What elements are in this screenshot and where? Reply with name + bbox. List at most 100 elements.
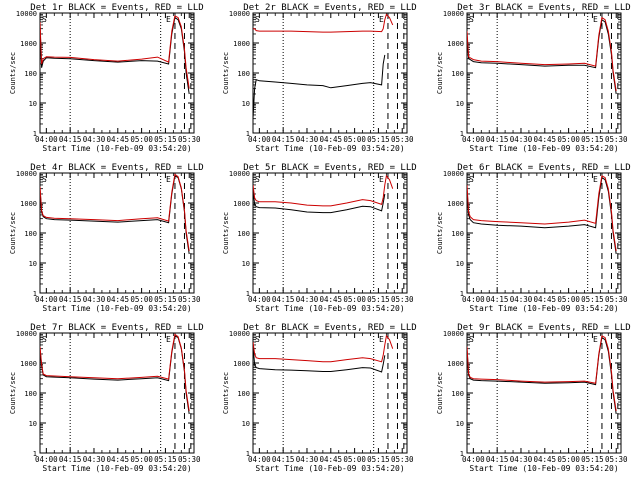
series-lld-line	[467, 16, 617, 92]
x-tick-label: 05:00	[130, 135, 153, 144]
corner-label-start: S	[255, 175, 260, 184]
series-lld-line	[40, 15, 190, 89]
y-tick-label: 100	[451, 390, 464, 398]
corner-label-end: E	[166, 175, 171, 184]
y-axis-label: Counts/sec	[9, 52, 17, 94]
x-tick-label: 04:30	[510, 135, 533, 144]
x-tick-label: 05:30	[391, 295, 414, 304]
corner-label-start: S	[42, 15, 47, 24]
x-tick-label: 04:15	[59, 455, 82, 464]
panel-det-8: Det 8r BLACK = Events, RED = LLD 1 10 100 10…	[222, 323, 417, 473]
chart-title: Det 8r BLACK = Events, RED = LLD	[243, 323, 416, 333]
y-tick-label: 10000	[229, 10, 250, 18]
series-lld-line	[253, 334, 394, 363]
x-tick-label: 04:15	[272, 455, 295, 464]
series-lld-line	[253, 174, 394, 207]
plot-frame	[39, 12, 195, 134]
corner-label-start: S	[42, 175, 47, 184]
x-tick-label: 05:00	[557, 455, 580, 464]
corner-label-start: S	[469, 335, 474, 344]
x-axis-label: Start Time (10-Feb-09 03:54:20)	[255, 304, 404, 313]
x-tick-label: 05:00	[557, 135, 580, 144]
x-tick-label: 04:30	[83, 135, 106, 144]
x-tick-label: 04:45	[534, 295, 557, 304]
x-axis-label: Start Time (10-Feb-09 03:54:20)	[42, 144, 191, 153]
y-tick-label: 1	[33, 450, 37, 458]
x-tick-label: 04:00	[248, 295, 271, 304]
y-tick-label: 1000	[233, 200, 250, 208]
chart-title: Det 2r BLACK = Events, RED = LLD	[243, 3, 416, 13]
panel-det-4: Det 4r BLACK = Events, RED = LLD 1 10 100 10…	[9, 163, 204, 313]
y-tick-label: 1000	[447, 40, 464, 48]
x-tick-label: 04:15	[486, 135, 509, 144]
x-axis-label: Start Time (10-Feb-09 03:54:20)	[469, 304, 618, 313]
corner-label-end: E	[593, 175, 598, 184]
x-tick-label: 04:00	[462, 135, 485, 144]
series-events-line	[40, 335, 190, 415]
x-tick-label: 04:00	[35, 135, 58, 144]
x-tick-label: 04:45	[107, 455, 130, 464]
y-tick-label: 1	[246, 450, 250, 458]
y-tick-label: 10	[456, 100, 464, 108]
series-events-line	[253, 188, 386, 214]
x-tick-label: 04:45	[107, 135, 130, 144]
x-tick-label: 05:30	[178, 295, 201, 304]
x-axis-label: Start Time (10-Feb-09 03:54:20)	[469, 144, 618, 153]
x-tick-label: 05:00	[130, 455, 153, 464]
panel-det-6: Det 6r BLACK = Events, RED = LLD 1 10 100 10…	[436, 163, 631, 313]
y-tick-label: 10	[29, 420, 37, 428]
y-tick-label: 10	[29, 260, 37, 268]
series-lld-line	[467, 175, 617, 252]
y-axis-label: Counts/sec	[436, 372, 444, 414]
x-tick-label: 04:15	[272, 295, 295, 304]
y-axis-label: Counts/sec	[222, 212, 230, 254]
x-tick-label: 04:30	[296, 135, 319, 144]
x-tick-label: 04:30	[510, 455, 533, 464]
chart-title: Det 5r BLACK = Events, RED = LLD	[243, 163, 416, 173]
x-tick-label: 05:00	[343, 135, 366, 144]
y-tick-label: 1000	[447, 200, 464, 208]
x-tick-label: 04:45	[320, 295, 343, 304]
y-tick-label: 100	[237, 70, 250, 78]
series-lld-line	[253, 13, 394, 33]
x-tick-label: 04:45	[107, 295, 130, 304]
x-tick-label: 04:30	[83, 455, 106, 464]
series-events-line	[253, 344, 386, 373]
x-tick-label: 04:00	[248, 455, 271, 464]
x-tick-label: 05:30	[178, 135, 201, 144]
x-axis-label: Start Time (10-Feb-09 03:54:20)	[42, 464, 191, 473]
y-tick-label: 1000	[20, 200, 37, 208]
x-tick-label: 04:00	[462, 295, 485, 304]
corner-label-end: E	[593, 15, 598, 24]
x-tick-label: 04:45	[534, 455, 557, 464]
x-tick-label: 05:15	[367, 455, 390, 464]
x-tick-label: 05:15	[367, 295, 390, 304]
y-tick-label: 1	[460, 130, 464, 138]
y-tick-label: 100	[24, 390, 37, 398]
x-tick-label: 04:00	[248, 135, 271, 144]
corner-label-end: E	[166, 335, 171, 344]
x-tick-label: 04:30	[296, 295, 319, 304]
plot-frame	[466, 332, 622, 454]
y-tick-label: 1	[33, 290, 37, 298]
y-tick-label: 10000	[16, 170, 37, 178]
chart-title: Det 4r BLACK = Events, RED = LLD	[30, 163, 203, 173]
x-tick-label: 04:00	[35, 455, 58, 464]
y-axis-label: Counts/sec	[436, 52, 444, 94]
x-tick-label: 05:15	[581, 455, 604, 464]
x-tick-label: 04:45	[534, 135, 557, 144]
y-tick-label: 1	[460, 290, 464, 298]
x-tick-label: 05:30	[178, 455, 201, 464]
series-events-line	[467, 176, 617, 255]
x-tick-label: 04:15	[486, 455, 509, 464]
plot-frame	[39, 332, 195, 454]
y-tick-label: 10000	[229, 170, 250, 178]
series-events-line	[467, 18, 617, 95]
chart-title: Det 1r BLACK = Events, RED = LLD	[30, 3, 203, 13]
series-events-line	[467, 336, 617, 415]
y-tick-label: 1000	[20, 40, 37, 48]
y-axis-label: Counts/sec	[436, 212, 444, 254]
y-tick-label: 100	[237, 390, 250, 398]
y-tick-label: 10000	[443, 170, 464, 178]
